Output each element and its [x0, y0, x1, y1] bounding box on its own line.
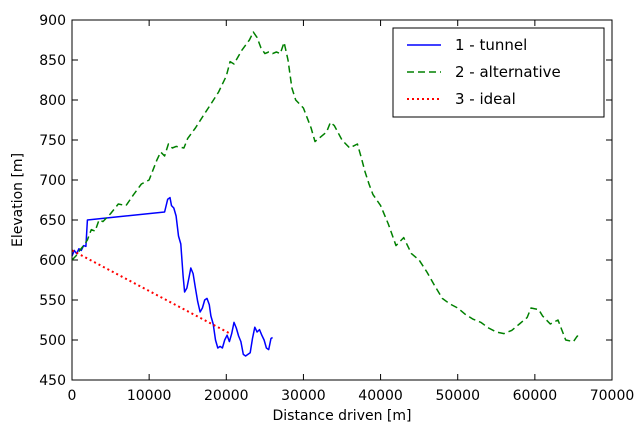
legend-label: 1 - tunnel: [455, 36, 527, 54]
x-tick-label: 0: [68, 388, 77, 404]
tick-layer: 0 10000 20000 30000 40000 50000 60000 70000 450 5…: [39, 13, 634, 404]
plot-frame: [71, 19, 613, 381]
x-tick-label: 70000: [590, 388, 635, 404]
legend-label: 2 - alternative: [455, 63, 561, 81]
series-line-3: [71, 249, 231, 335]
y-tick-label: 850: [39, 53, 66, 69]
legend-label: 3 - ideal: [455, 90, 516, 108]
y-tick-label: 500: [39, 333, 66, 349]
y-tick-label: 550: [39, 293, 66, 309]
legend-box: [392, 27, 605, 118]
x-tick-label: 10000: [127, 388, 172, 404]
y-tick-label: 450: [39, 373, 66, 389]
series-layer: [71, 31, 582, 357]
series-line-2: [71, 31, 582, 343]
y-tick-label: 600: [39, 253, 66, 269]
y-tick-label: 800: [39, 93, 66, 109]
x-tick-label: 40000: [358, 388, 403, 404]
y-tick-label: 900: [39, 13, 66, 29]
y-tick-label: 650: [39, 213, 66, 229]
legend: 1 - tunnel 2 - alternative 3 - ideal: [392, 27, 605, 118]
x-tick-label: 30000: [281, 388, 326, 404]
x-tick-label: 20000: [204, 388, 249, 404]
x-tick-label: 60000: [513, 388, 558, 404]
x-axis-label: Distance driven [m]: [273, 408, 412, 424]
y-tick-label: 750: [39, 133, 66, 149]
x-tick-label: 50000: [435, 388, 480, 404]
y-axis-label: Elevation [m]: [10, 153, 26, 247]
series-line-1: [71, 196, 273, 357]
y-tick-label: 700: [39, 173, 66, 189]
